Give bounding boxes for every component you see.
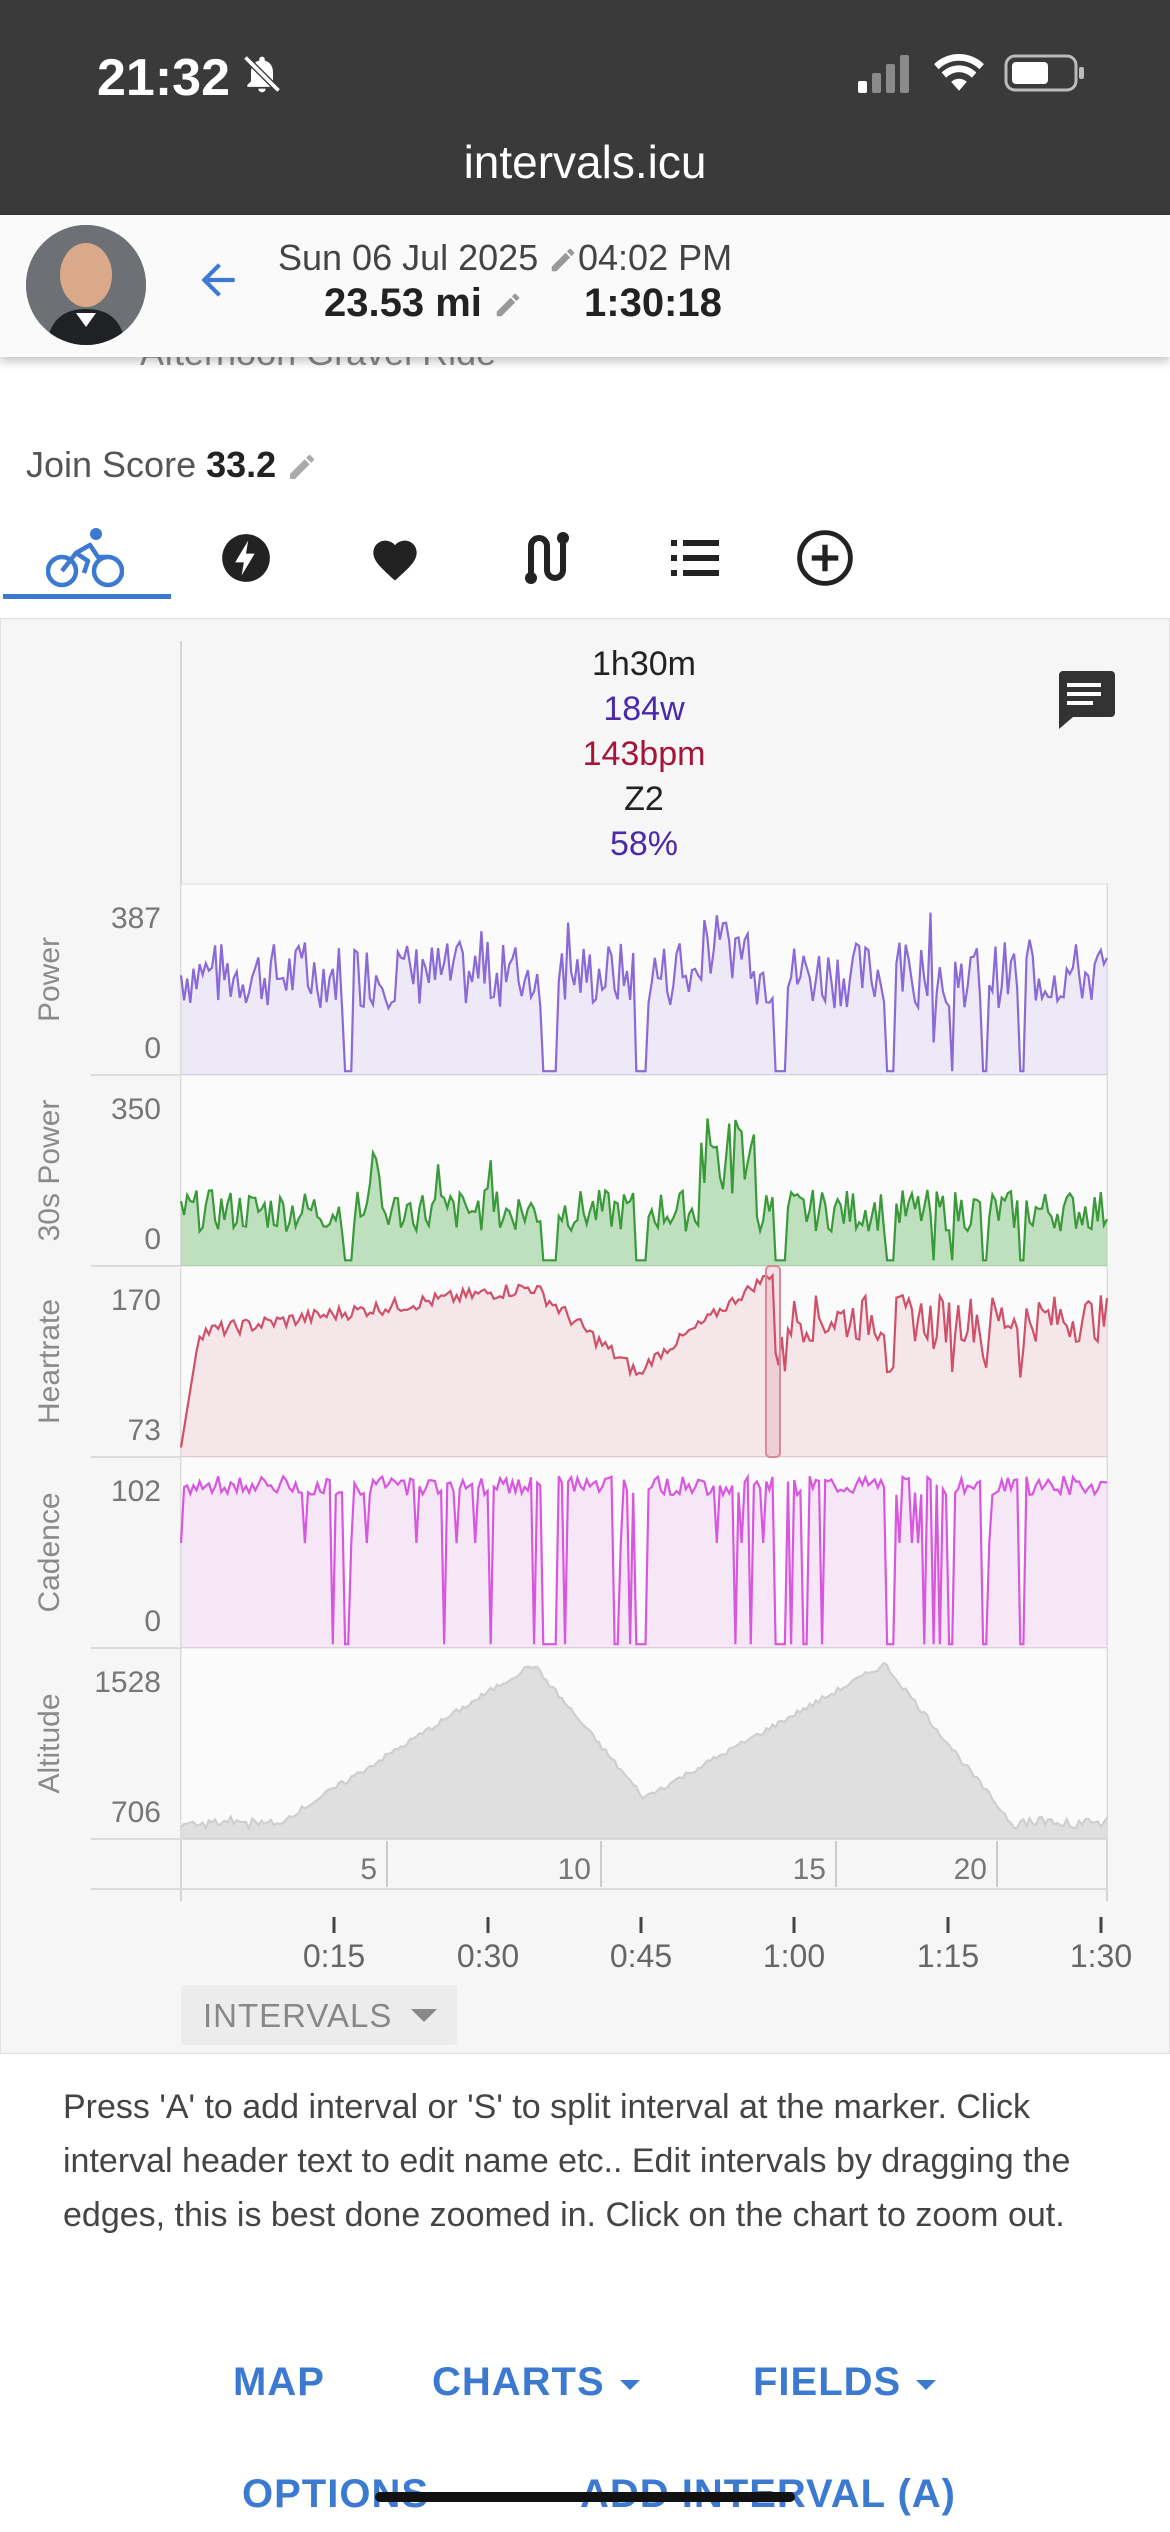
activity-duration: 1:30:18 xyxy=(584,281,722,325)
y-tick-label: 0 xyxy=(144,1032,161,1065)
edit-pencil-icon[interactable] xyxy=(493,290,523,320)
edit-pencil-icon[interactable] xyxy=(548,245,578,275)
y-tick-label: 706 xyxy=(111,1796,161,1829)
comment-icon[interactable] xyxy=(1059,671,1115,729)
bicycle-icon xyxy=(46,527,124,587)
list-icon xyxy=(671,539,719,576)
tab-power[interactable] xyxy=(171,510,321,605)
tab-route[interactable] xyxy=(470,510,620,605)
activity-chart-panel[interactable]: 1h30m 184w 143bpm Z2 58% Power 387 0 30s Power 35… xyxy=(0,618,1170,2054)
power-area xyxy=(181,912,1107,1075)
edit-pencil-icon[interactable] xyxy=(286,451,318,483)
distance-tick-label: 10 xyxy=(558,1853,591,1886)
caret-down-icon xyxy=(916,2380,937,2391)
status-indicators xyxy=(856,52,1086,94)
y-tick-label: 350 xyxy=(111,1093,161,1126)
fields-dropdown[interactable]: FIELDS xyxy=(753,2360,939,2405)
y-tick-label: 73 xyxy=(128,1414,161,1447)
join-score: Join Score 33.2 xyxy=(26,444,318,486)
altitude-line xyxy=(180,1661,1108,1832)
intervals-dropdown[interactable]: INTERVALS xyxy=(181,1985,457,2045)
activity-tabs xyxy=(0,510,1170,605)
y-tick-label: 1528 xyxy=(94,1666,161,1699)
clock: 21:32 xyxy=(97,49,230,107)
distance-tick-label: 5 xyxy=(360,1853,377,1886)
tab-ride[interactable] xyxy=(10,510,160,605)
power-line xyxy=(179,912,1108,1073)
home-indicator xyxy=(375,2492,795,2502)
panel-ylabel: Cadence xyxy=(33,1492,66,1612)
time-tick-label: 1:15 xyxy=(917,1938,979,1974)
y-tick-label: 0 xyxy=(144,1605,161,1638)
caret-down-icon xyxy=(619,2380,640,2391)
caret-down-icon xyxy=(411,2009,437,2022)
activity-date[interactable]: Sun 06 Jul 2025 xyxy=(278,237,578,279)
summary-heartrate: 143bpm xyxy=(583,735,706,773)
heart-icon xyxy=(373,540,417,581)
activity-start-time: 04:02 PM xyxy=(578,237,733,278)
url-bar[interactable]: intervals.icu xyxy=(463,136,707,188)
lightning-icon xyxy=(222,533,270,582)
panel-ylabel: Power xyxy=(33,937,66,1022)
active-tab-indicator xyxy=(3,594,171,599)
tab-add[interactable] xyxy=(750,510,900,605)
cadence-line xyxy=(179,1473,1108,1646)
y-tick-label: 102 xyxy=(111,1475,161,1508)
help-note: Press 'A' to add interval or 'S' to spli… xyxy=(63,2088,1071,2234)
summary-zone: Z2 xyxy=(624,780,664,818)
summary-power: 184w xyxy=(603,690,685,728)
avatar[interactable] xyxy=(26,225,146,345)
heartrate-area xyxy=(181,1275,1107,1457)
cursor-marker xyxy=(765,1265,781,1458)
activity-chart[interactable]: 1h30m 184w 143bpm Z2 58% Power 387 0 30s Power 35… xyxy=(1,619,1169,2053)
y-tick-label: 170 xyxy=(111,1284,161,1317)
time-tick-label: 0:45 xyxy=(610,1938,672,1974)
y-tick-label: 387 xyxy=(111,902,161,935)
distance-tick-label: 20 xyxy=(954,1853,987,1886)
tab-heart[interactable] xyxy=(320,510,470,605)
back-arrow-icon[interactable] xyxy=(190,255,246,305)
summary-duration: 1h30m xyxy=(592,645,696,683)
altitude-area xyxy=(181,1663,1107,1839)
join-score-value: 33.2 xyxy=(206,444,277,485)
power30-area xyxy=(181,1118,1107,1266)
activity-distance[interactable]: 23.53 mi xyxy=(324,281,523,326)
y-tick-label: 0 xyxy=(144,1223,161,1256)
signal-icon xyxy=(858,55,909,93)
time-tick-label: 1:00 xyxy=(763,1938,825,1974)
distance-tick-label: 15 xyxy=(793,1853,826,1886)
add-circle-icon xyxy=(797,529,853,586)
panel-ylabel: Altitude xyxy=(33,1693,66,1793)
intervals-label: INTERVALS xyxy=(203,1997,392,2034)
charts-dropdown[interactable]: CHARTS xyxy=(432,2360,643,2405)
summary-percent: 58% xyxy=(610,825,678,863)
time-tick-label: 0:15 xyxy=(303,1938,365,1974)
cadence-area xyxy=(181,1476,1107,1648)
bell-muted-icon xyxy=(243,55,281,93)
power30-line xyxy=(179,1118,1108,1262)
battery-icon xyxy=(1004,54,1084,92)
status-bar: 21:32 intervals.icu xyxy=(0,0,1170,215)
route-icon xyxy=(525,531,569,584)
tab-list[interactable] xyxy=(620,510,770,605)
heartrate-line xyxy=(179,1272,1109,1448)
panel-ylabel: 30s Power xyxy=(33,1100,66,1242)
activity-header: Sun 06 Jul 2025 04:02 PM 23.53 mi 1:30:1… xyxy=(0,215,1170,357)
time-tick-label: 0:30 xyxy=(457,1938,519,1974)
panel-ylabel: Heartrate xyxy=(33,1299,66,1424)
map-link[interactable]: MAP xyxy=(233,2360,325,2404)
time-tick-label: 1:30 xyxy=(1070,1938,1132,1974)
wifi-icon xyxy=(934,53,984,91)
